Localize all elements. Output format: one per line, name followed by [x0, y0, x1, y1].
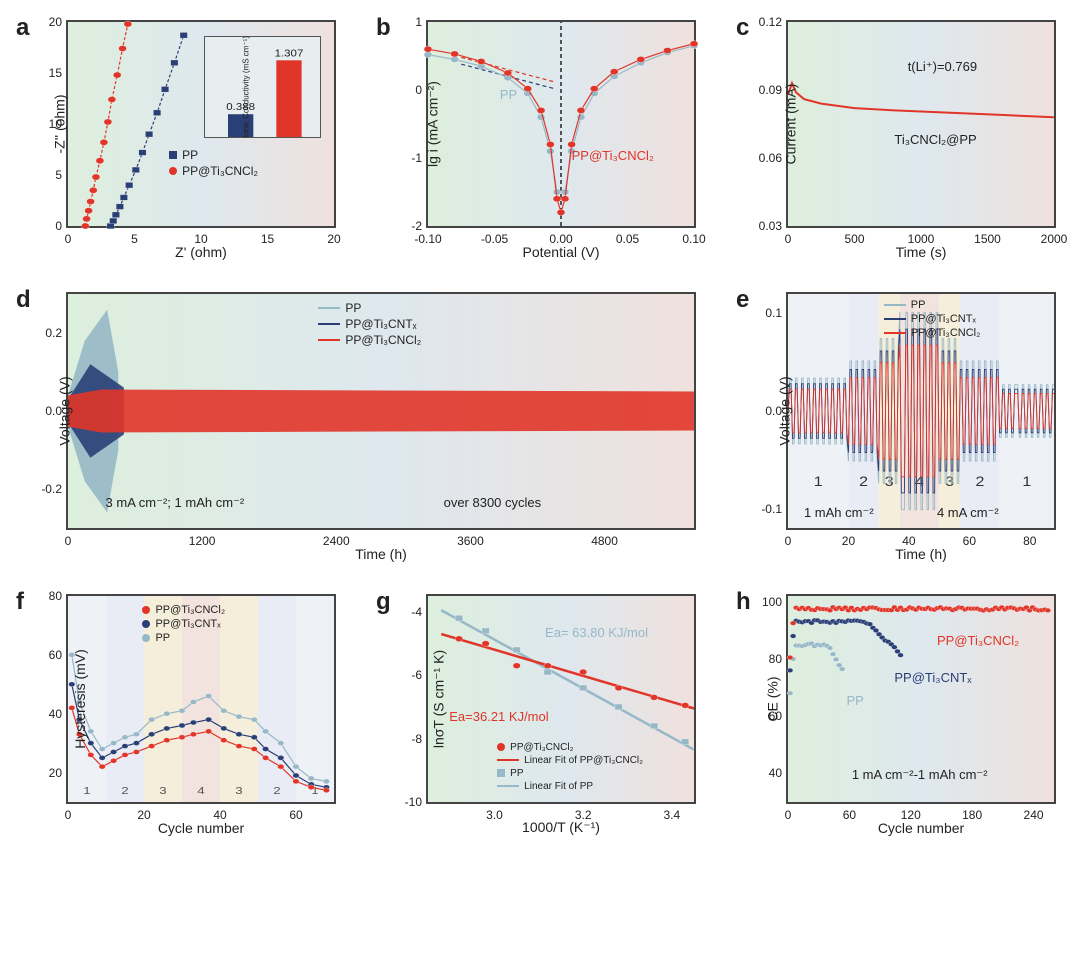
- a-legend: PP PP@Ti₃CNCl₂: [169, 148, 258, 180]
- panel-c: c Current (mA) Time (s) 0500100015002000…: [732, 12, 1068, 270]
- e-legend: PP PP@Ti₃CNTₓ PP@Ti₃CNCl₂: [884, 299, 981, 341]
- svg-text:2: 2: [976, 474, 985, 490]
- panel-f-label: f: [16, 588, 24, 616]
- plot-h: CE (%) Cycle number 06012018024040608010…: [786, 594, 1056, 804]
- svg-text:1: 1: [1022, 474, 1031, 490]
- g-legend: PP@Ti₃CNCl₂ Linear Fit of PP@Ti₃CNCl₂ PP…: [497, 742, 643, 794]
- svg-text:1: 1: [83, 784, 91, 796]
- d-legend: PP PP@Ti₃CNTₓ PP@Ti₃CNCl₂: [318, 301, 421, 349]
- b-xlabel: Potential (V): [522, 244, 599, 260]
- panel-b: b lg i (mA cm⁻²) Potential (V) -0.10-0.0…: [372, 12, 708, 270]
- panel-g-label: g: [376, 588, 391, 616]
- h-xlabel: Cycle number: [878, 820, 964, 836]
- plot-b: lg i (mA cm⁻²) Potential (V) -0.10-0.050…: [426, 20, 696, 228]
- figure-grid: a -Z'' (ohm) Z' (ohm) PP PP@Ti₃CNCl₂ 0.3…: [12, 12, 1068, 846]
- panel-a-label: a: [16, 14, 29, 42]
- plot-g: lnσT (S cm⁻¹ K) 1000/T (K⁻¹) PP@Ti₃CNCl₂…: [426, 594, 696, 804]
- svg-text:3: 3: [235, 784, 243, 796]
- f-xlabel: Cycle number: [158, 820, 244, 836]
- panel-e: e 1234321 Voltage (V) Time (h) PP PP@Ti₃…: [732, 284, 1068, 572]
- a-xlabel: Z' (ohm): [175, 244, 227, 260]
- plot-f: 1234321 Hysteresis (mV) Cycle number PP@…: [66, 594, 336, 804]
- plot-c: Current (mA) Time (s) 05001000150020000.…: [786, 20, 1056, 228]
- panel-b-label: b: [376, 14, 391, 42]
- plot-a: -Z'' (ohm) Z' (ohm) PP PP@Ti₃CNCl₂ 0.388…: [66, 20, 336, 228]
- svg-text:2: 2: [859, 474, 868, 490]
- svg-text:4: 4: [197, 784, 205, 796]
- panel-h-label: h: [736, 588, 751, 616]
- plot-d: Voltage (V) Time (h) PP PP@Ti₃CNTₓ PP@Ti…: [66, 292, 696, 530]
- c-xlabel: Time (s): [896, 244, 947, 260]
- panel-g: g lnσT (S cm⁻¹ K) 1000/T (K⁻¹) PP@Ti₃CNC…: [372, 586, 708, 846]
- g-ylabel: lnσT (S cm⁻¹ K): [431, 650, 448, 748]
- svg-text:3: 3: [159, 784, 167, 796]
- panel-c-label: c: [736, 14, 749, 42]
- panel-a: a -Z'' (ohm) Z' (ohm) PP PP@Ti₃CNCl₂ 0.3…: [12, 12, 348, 270]
- f-ylabel: Hysteresis (mV): [72, 649, 88, 749]
- a-inset: 0.3881.307 Ionic Conductivity (mS cm⁻¹): [204, 36, 321, 138]
- c-ylabel: Current (mA): [782, 84, 798, 165]
- panel-f: f 1234321 Hysteresis (mV) Cycle number P…: [12, 586, 348, 846]
- svg-text:2: 2: [121, 784, 128, 796]
- e-xlabel: Time (h): [895, 546, 947, 562]
- b-ylabel: lg i (mA cm⁻²): [424, 81, 441, 167]
- svg-text:1.307: 1.307: [274, 48, 303, 59]
- d-xlabel: Time (h): [355, 546, 407, 562]
- panel-e-label: e: [736, 286, 749, 314]
- panel-h: h CE (%) Cycle number 060120180240406080…: [732, 586, 1068, 846]
- svg-text:2: 2: [273, 784, 280, 796]
- svg-text:1: 1: [814, 474, 823, 490]
- f-legend: PP@Ti₃CNCl₂ PP@Ti₃CNTₓ PP: [142, 604, 225, 646]
- plot-e: 1234321 Voltage (V) Time (h) PP PP@Ti₃CN…: [786, 292, 1056, 530]
- panel-d: d Voltage (V) Time (h) PP PP@Ti₃CNTₓ PP@…: [12, 284, 708, 572]
- panel-d-label: d: [16, 286, 31, 314]
